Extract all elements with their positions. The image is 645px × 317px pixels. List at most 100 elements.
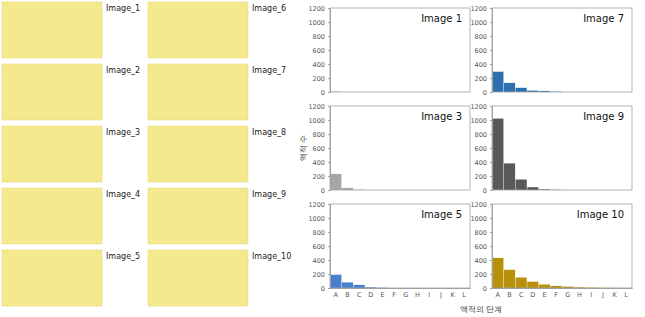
bar [516,278,527,289]
tick-label: C [357,291,362,299]
tick-label: 0 [321,187,325,195]
tick-label: 400 [313,257,325,265]
tick-mark [490,50,492,51]
image-panel [148,64,248,120]
tick-label: 1200 [470,103,487,111]
tick-mark [328,162,330,163]
histogram-panel: 020040060080010001200Image 9 [470,103,632,195]
tick: K [612,288,617,299]
tick: C [357,288,362,299]
tick: 800 [475,131,492,139]
x-axis-title: 액적의 단계 [460,305,503,314]
tick-label: J [601,291,604,299]
image-label: Image_1 [106,4,140,13]
bar [527,187,538,190]
tick-label: 1000 [470,19,487,27]
tick-label: 1200 [470,201,487,209]
bar [539,285,550,289]
tick: 200 [313,173,330,181]
tick-label: 800 [475,33,487,41]
bar [516,88,527,92]
tick-label: C [519,291,524,299]
tick-label: L [462,291,466,299]
tick-label: 200 [313,173,325,181]
bar [492,119,503,190]
tick: 0 [321,187,330,195]
tick: 600 [313,47,330,55]
tick-mark [328,106,330,107]
tick: H [415,288,420,299]
tick: 1200 [308,103,330,111]
tick: 600 [313,243,330,251]
tick: E [542,288,546,299]
tick-label: 400 [475,61,487,69]
tick: 1000 [308,117,330,125]
tick: D [368,288,373,299]
bars [492,72,562,92]
tick: F [554,288,558,299]
tick-mark [328,78,330,79]
tick-label: 600 [313,47,325,55]
panel-title: Image 5 [421,209,462,220]
tick: J [601,288,604,299]
tick: 0 [483,285,492,293]
axis-line [328,9,331,93]
tick-label: 0 [483,285,487,293]
tick-label: 600 [475,47,487,55]
tick-mark [490,218,492,219]
tick: F [392,288,396,299]
image-panel [148,188,248,244]
bars [330,275,388,288]
tick-mark [490,64,492,65]
axis-line [331,288,471,289]
tick-label: B [345,291,349,299]
tick-label: 400 [313,61,325,69]
tick-mark [490,162,492,163]
y-axis-title: 액적 수 [299,135,308,162]
tick-label: 600 [475,145,487,153]
axis-line [493,288,633,289]
image-panel [2,2,102,58]
tick-label: L [624,291,628,299]
tick: 200 [475,271,492,279]
tick-mark [490,120,492,121]
image-label: Image_3 [106,128,140,137]
tick: 400 [475,257,492,265]
tick-label: 200 [313,271,325,279]
tick-label: 600 [313,243,325,251]
panel-title: Image 9 [583,111,624,122]
axis-line [490,107,493,191]
y-axis: 020040060080010001200 [308,5,330,97]
tick-mark [328,232,330,233]
tick-label: G [403,291,408,299]
plot-frame [330,8,470,92]
tick: 800 [313,131,330,139]
tick: J [439,288,442,299]
tick-label: F [392,291,396,299]
tick-label: 1200 [470,5,487,13]
axis-line [328,205,331,289]
bar [330,275,341,288]
image-panel [2,126,102,182]
tick-mark [328,274,330,275]
plot-frame [330,106,470,190]
plot-frame [492,8,632,92]
image-label: Image_10 [252,252,291,261]
tick-mark [328,64,330,65]
tick: 600 [313,145,330,153]
tick-label: 1000 [308,19,325,27]
tick: 800 [313,229,330,237]
panel-title: Image 7 [583,13,624,24]
tick: 200 [313,271,330,279]
tick-mark [490,22,492,23]
tick: 1200 [470,103,492,111]
tick: B [507,288,511,299]
tick-label: 800 [313,229,325,237]
tick-label: 1000 [308,215,325,223]
tick-label: 0 [483,187,487,195]
image-label: Image_4 [106,190,140,199]
tick: 200 [313,75,330,83]
tick-label: G [565,291,570,299]
image-panel [2,188,102,244]
tick-mark [328,190,330,191]
